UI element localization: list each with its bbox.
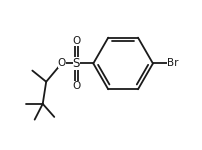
Text: S: S: [73, 57, 80, 70]
Text: O: O: [72, 81, 81, 91]
Text: Br: Br: [167, 58, 179, 68]
Text: O: O: [58, 58, 66, 68]
Text: O: O: [72, 36, 81, 46]
